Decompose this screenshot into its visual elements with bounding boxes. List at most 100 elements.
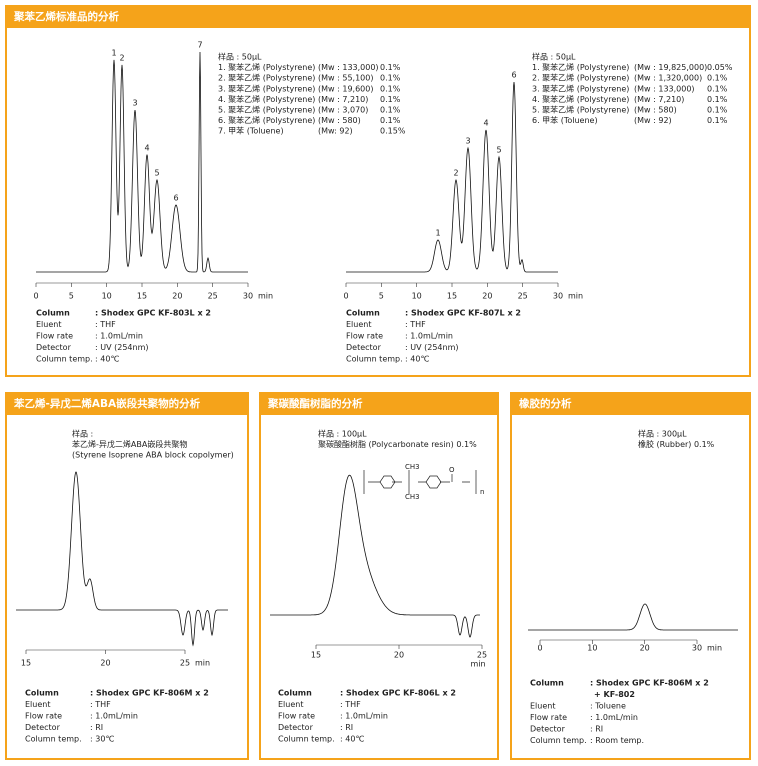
- condition-value: : 1.0mL/min: [95, 332, 143, 341]
- x-tick-label: 30: [692, 644, 702, 653]
- x-tick-label: 15: [21, 659, 31, 668]
- x-tick-label: 10: [102, 292, 112, 301]
- sample-conc: 0.1%: [380, 63, 401, 72]
- sample-name: 1. 聚苯乙烯 (Polystyrene): [532, 62, 629, 72]
- x-tick-label: 0: [343, 292, 348, 301]
- condition-label: Flow rate: [530, 713, 567, 722]
- sample-mw: (Mw : 1,320,000): [634, 74, 702, 83]
- structure-label: n: [480, 488, 484, 496]
- x-tick-label: 30: [243, 292, 253, 301]
- panel-title: 聚碳酸酯树脂的分析: [267, 397, 363, 410]
- condition-value: : 1.0mL/min: [90, 712, 138, 721]
- sample-header: 样品 :: [72, 429, 93, 439]
- sample-name: 4. 聚苯乙烯 (Polystyrene): [218, 94, 315, 104]
- condition-extra: + KF-802: [594, 690, 635, 699]
- x-tick-label: 0: [537, 644, 542, 653]
- sample-name: 1. 聚苯乙烯 (Polystyrene): [218, 62, 315, 72]
- x-unit: min: [258, 292, 273, 301]
- sample-mw: (Mw : 19,600): [318, 84, 373, 93]
- x-unit: min: [195, 659, 210, 668]
- x-tick-label: 5: [379, 292, 384, 301]
- sample-name: 5. 聚苯乙烯 (Polystyrene): [532, 105, 629, 115]
- condition-label: Flow rate: [36, 332, 73, 341]
- x-tick-label: 25: [477, 651, 487, 660]
- condition-value: : 1.0mL/min: [340, 712, 388, 721]
- condition-value: : Shodex GPC KF-807L x 2: [405, 309, 521, 318]
- sample-header: 样品 : 100μL: [318, 429, 367, 439]
- sample-header: 样品 : 50μL: [532, 52, 576, 62]
- peak-label: 4: [144, 144, 149, 153]
- condition-label: Column temp.: [278, 735, 335, 744]
- x-tick-label: 25: [208, 292, 218, 301]
- condition-label: Detector: [25, 723, 61, 732]
- sample-conc: 0.1%: [380, 106, 401, 115]
- sample-conc: 0.15%: [380, 127, 406, 136]
- condition-value: : Shodex GPC KF-803L x 2: [95, 309, 211, 318]
- sample-name: 2. 聚苯乙烯 (Polystyrene): [532, 73, 629, 83]
- x-unit: min: [707, 644, 722, 653]
- condition-value: : RI: [590, 725, 603, 734]
- condition-label: Column temp.: [25, 735, 82, 744]
- sample-conc: 0.1%: [707, 84, 728, 93]
- peak-label: 5: [154, 169, 159, 178]
- peak-label: 6: [173, 194, 178, 203]
- sample-name: 6. 甲苯 (Toluene): [532, 115, 598, 125]
- sample-name: 3. 聚苯乙烯 (Polystyrene): [218, 83, 315, 93]
- sample-mw: (Mw : 3,070): [318, 106, 368, 115]
- condition-label: Column: [530, 679, 564, 688]
- peak-label: 3: [132, 99, 137, 108]
- condition-label: Flow rate: [278, 712, 315, 721]
- sample-line: 橡胶 (Rubber) 0.1%: [638, 439, 715, 449]
- condition-value: : Room temp.: [590, 736, 644, 745]
- peak-label: 2: [119, 54, 124, 63]
- x-unit: min: [568, 292, 583, 301]
- panel-title: 聚苯乙烯标准品的分析: [13, 10, 119, 23]
- sample-conc: 0.1%: [380, 74, 401, 83]
- ring: [379, 475, 442, 489]
- trace: [16, 471, 228, 647]
- sample-mw: (Mw : 580): [318, 116, 361, 125]
- condition-value: : Shodex GPC KF-806M x 2: [590, 679, 709, 688]
- condition-value: : 1.0mL/min: [405, 332, 453, 341]
- peak-label: 7: [197, 41, 202, 50]
- condition-value: : THF: [405, 320, 426, 329]
- condition-label: Column temp.: [530, 736, 587, 745]
- condition-value: : 40℃: [340, 735, 364, 744]
- x-tick-label: 10: [587, 644, 597, 653]
- sample-mw: (Mw : 19,825,000): [634, 63, 707, 72]
- panel-headers: [6, 6, 750, 415]
- condition-value: : 40℃: [95, 355, 119, 364]
- condition-value: : Toluene: [590, 702, 626, 711]
- condition-value: : UV (254nm): [95, 343, 148, 352]
- sample-conc: 0.1%: [707, 106, 728, 115]
- sample-mw: (Mw : 580): [634, 106, 677, 115]
- condition-label: Detector: [346, 343, 382, 352]
- sample-name: 7. 甲苯 (Toluene): [218, 126, 284, 136]
- condition-label: Column temp.: [36, 355, 93, 364]
- sample-line: 苯乙烯-异戊二烯ABA嵌段共聚物: [72, 439, 187, 449]
- condition-value: : Shodex GPC KF-806M x 2: [90, 689, 209, 698]
- condition-label: Column temp.: [346, 355, 403, 364]
- x-tick-label: 10: [412, 292, 422, 301]
- peak-label: 5: [496, 146, 501, 155]
- sample-mw: (Mw : 92): [634, 116, 672, 125]
- peak-label: 2: [453, 169, 458, 178]
- condition-label: Flow rate: [25, 712, 62, 721]
- sample-mw: (Mw : 7,210): [318, 95, 368, 104]
- sample-name: 4. 聚苯乙烯 (Polystyrene): [532, 94, 629, 104]
- sample-line: 聚碳酸酯树脂 (Polycarbonate resin) 0.1%: [318, 439, 477, 449]
- sample-mw: (Mw : 133,000): [634, 84, 695, 93]
- condition-label: Eluent: [278, 700, 303, 709]
- condition-value: : RI: [90, 723, 103, 732]
- condition-label: Eluent: [346, 320, 371, 329]
- peak-label: 4: [483, 119, 488, 128]
- condition-value: : THF: [90, 700, 111, 709]
- sample-name: 6. 聚苯乙烯 (Polystyrene): [218, 115, 315, 125]
- x-tick-label: 0: [33, 292, 38, 301]
- structure-label: CH3: [405, 493, 420, 501]
- x-tick-label: 20: [640, 644, 650, 653]
- condition-label: Flow rate: [346, 332, 383, 341]
- x-tick-label: 15: [137, 292, 147, 301]
- x-tick-label: 5: [69, 292, 74, 301]
- sample-mw: (Mw : 55,100): [318, 74, 373, 83]
